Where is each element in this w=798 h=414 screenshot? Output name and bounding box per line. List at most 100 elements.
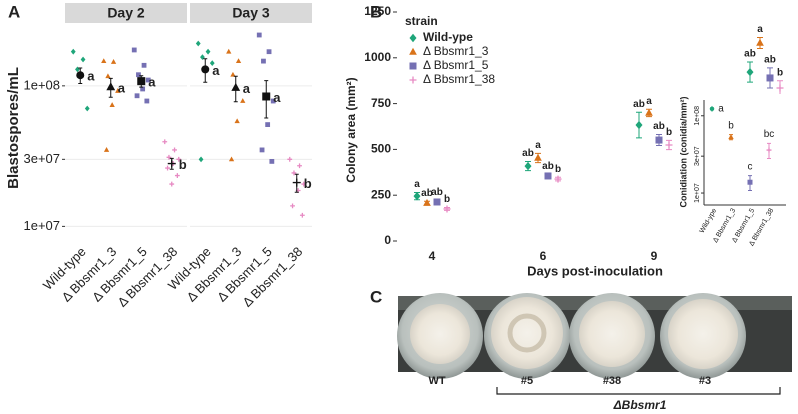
marker [299,212,305,218]
letter-label: ab [542,161,554,172]
y-tick-label: 1e+07 [694,183,701,203]
marker [554,175,562,183]
facet-strip [65,3,187,23]
marker [70,48,76,55]
marker [409,33,417,43]
plate-photo [397,293,792,379]
marker [136,72,141,78]
marker [756,38,764,46]
group-label: ΔBbsmr1 [613,398,667,412]
marker [231,82,241,91]
marker [534,153,542,161]
panel-label: C [370,287,382,306]
letter-label: a [414,179,420,190]
y-tick-label: 3e+07 [694,146,701,166]
facet-strip [190,3,312,23]
marker [291,170,297,176]
marker [766,74,774,82]
marker [747,179,753,185]
marker [201,65,210,74]
marker [209,60,215,67]
marker [141,62,147,68]
y-tick-label: 1e+08 [23,77,60,92]
panel-label: B [370,2,382,21]
letter-label: a [212,63,220,78]
marker [766,147,772,153]
y-axis-title: Blastospores/mL [5,67,22,189]
marker [433,198,441,206]
letter-label: c [748,161,753,172]
marker [230,71,236,77]
marker [544,172,552,180]
panel-label: A [8,2,20,21]
plate-label: WT [428,375,445,387]
marker [109,102,115,107]
marker [134,93,140,99]
marker [776,84,784,92]
marker [290,203,295,209]
marker [292,178,301,187]
plate-label: #3 [699,375,711,387]
marker [167,159,176,168]
marker [262,92,271,101]
marker [746,67,754,77]
letter-label: a [535,140,541,151]
marker [166,154,172,160]
letter-label: a [148,75,156,90]
marker [162,139,168,145]
letter-label: b [555,164,561,175]
marker [265,122,271,127]
letter-label: bc [764,129,775,140]
marker [176,156,182,162]
inset-frame [674,94,790,264]
marker [287,156,293,162]
x-tick-label: 6 [540,249,547,263]
y-tick-label: 1e+07 [23,218,60,233]
letter-label: a [718,103,724,114]
marker [728,134,734,140]
letter-label: a [646,96,652,107]
letter-label: a [273,90,281,105]
marker [234,118,240,124]
plate-label: #38 [603,375,621,387]
letter-label: a [243,81,251,96]
marker [228,156,235,162]
marker [443,205,451,213]
y-tick-label: 500 [371,142,391,156]
marker [423,198,431,206]
marker [198,156,204,163]
y-tick-label: 3e+07 [23,151,60,166]
letter-label: ab [421,188,433,199]
letter-label: b [728,120,734,131]
y-tick-label: 1250 [364,4,391,18]
marker [413,191,421,201]
letter-label: a [87,69,95,84]
marker [709,105,715,112]
y-axis-title: Colony area (mm²) [344,77,358,182]
marker [261,58,266,64]
facet-title: Day 2 [107,5,145,21]
marker [145,77,151,83]
x-axis-title: Days post-inoculation [527,263,663,278]
marker [240,98,246,103]
facet-title: Day 3 [232,5,270,21]
marker [635,120,643,130]
letter-label: b [179,157,187,172]
marker [269,158,275,164]
letter-label: b [666,127,672,138]
letter-label: ab [522,148,534,159]
legend-label: Δ Bbsmr1_3 [423,44,489,58]
marker [665,141,673,149]
marker [645,108,653,116]
marker [103,147,110,152]
legend-title: strain [405,14,438,28]
plate-label: #5 [521,375,533,387]
y-tick-label: 1000 [364,50,391,64]
marker [655,136,663,144]
letter-label: b [444,194,450,205]
group-bracket [496,387,781,395]
marker [270,98,276,104]
y-tick-label: 0 [384,233,391,247]
marker [140,86,146,92]
